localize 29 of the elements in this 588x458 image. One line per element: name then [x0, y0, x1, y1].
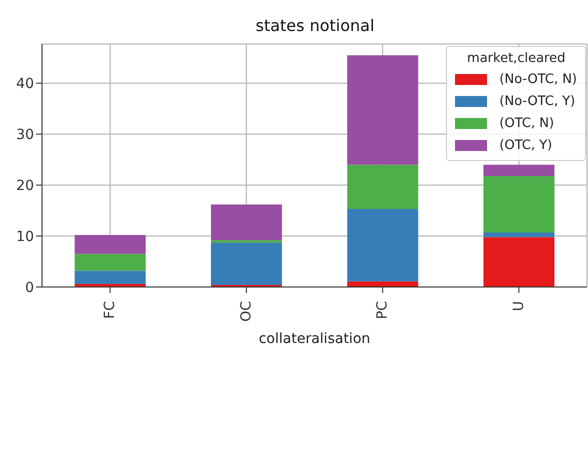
bar: [74, 254, 146, 271]
x-tick-label: U: [510, 301, 527, 312]
legend-label: (No-OTC, N): [499, 72, 577, 86]
bar: [347, 55, 418, 165]
bar: [483, 176, 554, 232]
bar: [210, 242, 282, 285]
y-tick-label: 10: [16, 229, 34, 246]
bar: [74, 235, 146, 254]
legend-title: market,cleared: [466, 51, 566, 66]
legend-label: (OTC, N): [499, 116, 554, 130]
x-tick-label: PC: [374, 300, 391, 320]
chart-title: states notional: [254, 16, 376, 35]
bar: [483, 164, 554, 176]
y-tick-label: 40: [16, 76, 34, 92]
legend-label: (No-OTC, Y): [499, 94, 576, 108]
bar: [210, 204, 282, 240]
bar: [210, 240, 282, 243]
bar: [483, 237, 554, 287]
y-tick-label: 30: [16, 127, 34, 144]
y-tick-label: 20: [16, 178, 34, 194]
y-tick-label: 0: [25, 280, 34, 296]
bar: [483, 232, 554, 238]
bar: [74, 270, 146, 284]
x-tick-label: OC: [238, 300, 254, 322]
bar: [347, 164, 418, 210]
x-axis-title: collateralisation: [258, 331, 370, 347]
bar: [347, 209, 418, 282]
legend-label: (OTC, Y): [499, 138, 552, 152]
x-tick-label: FC: [102, 300, 118, 319]
